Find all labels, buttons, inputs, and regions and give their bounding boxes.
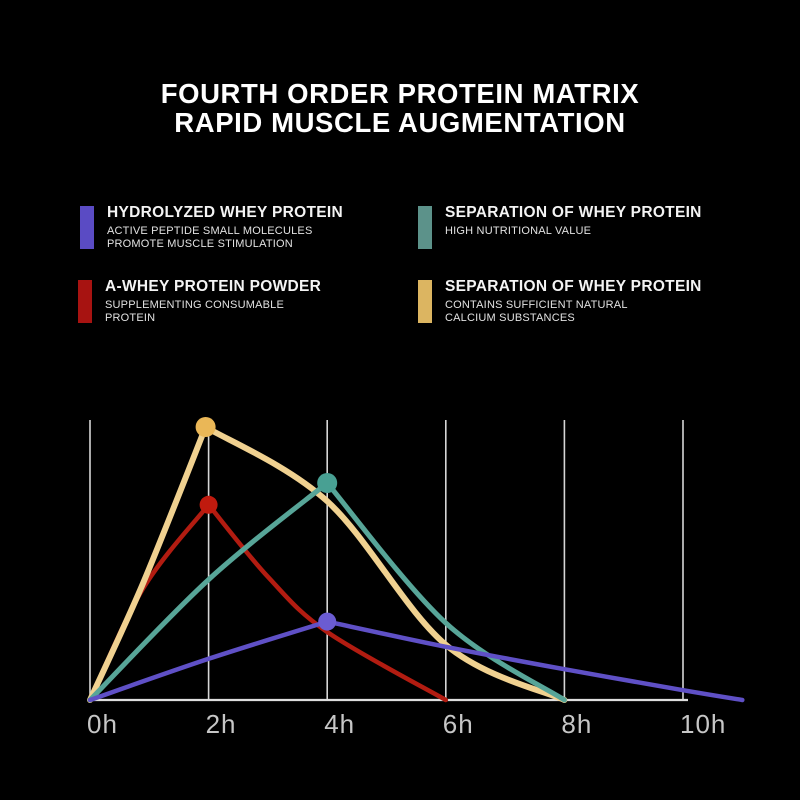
page-title: FOURTH ORDER PROTEIN MATRIX RAPID MUSCLE… — [0, 78, 800, 138]
legend-color-chip-teal — [418, 206, 432, 249]
series-line-hydrolyzed-whey-protein — [87, 619, 745, 703]
legend-item-whey-isolate-calcium: SEPARATION OF WHEY PROTEIN CONTAINS SUFF… — [418, 278, 702, 325]
axis-label-6h: 6h — [443, 709, 474, 739]
legend-item-description: ACTIVE PEPTIDE SMALL MOLECULES PROMOTE M… — [107, 225, 313, 250]
legend-item-whey-isolate-nutrition: SEPARATION OF WHEY PROTEIN HIGH NUTRITIO… — [418, 204, 702, 249]
legend-item-description: SUPPLEMENTING CONSUMABLE PROTEIN — [105, 299, 285, 324]
legend-item-title: HYDROLYZED WHEY PROTEIN — [107, 204, 343, 221]
series-dot-a-whey-protein-powder — [199, 495, 218, 514]
chart-x-tick-labels: 0h 2h 4h 6h 8h 10h — [87, 709, 726, 739]
chart-series-lines — [87, 424, 745, 703]
series-line-a-whey-protein-powder — [87, 502, 449, 703]
chart-gridlines — [89, 420, 684, 700]
legend-item-hydrolyzed-whey-protein: HYDROLYZED WHEY PROTEIN ACTIVE PEPTIDE S… — [80, 204, 343, 251]
legend-item-description: HIGH NUTRITIONAL VALUE — [445, 225, 592, 237]
legend-item-title: SEPARATION OF WHEY PROTEIN — [445, 204, 702, 221]
legend-item-a-whey-protein-powder: A-WHEY PROTEIN POWDER SUPPLEMENTING CONS… — [78, 278, 322, 325]
axis-label-8h: 8h — [561, 709, 592, 739]
legend-color-chip-gold — [418, 280, 432, 323]
series-dot-whey-protein-isolate-nutrition — [317, 473, 338, 493]
legend-item-description: CONTAINS SUFFICIENT NATURAL CALCIUM SUBS… — [445, 299, 628, 324]
axis-label-0h: 0h — [87, 709, 118, 739]
legend-item-title: A-WHEY PROTEIN POWDER — [105, 278, 322, 295]
chart-peak-dots — [195, 417, 338, 631]
legend-color-chip-purple — [80, 206, 94, 249]
legend-color-chip-red — [78, 280, 92, 323]
legend-item-title: SEPARATION OF WHEY PROTEIN — [445, 278, 702, 295]
page-title-line2: RAPID MUSCLE AUGMENTATION — [174, 106, 626, 138]
axis-label-2h: 2h — [206, 709, 237, 739]
series-dot-hydrolyzed-whey-protein — [318, 612, 337, 631]
axis-label-4h: 4h — [324, 709, 355, 739]
axis-label-10h: 10h — [680, 709, 726, 739]
series-line-whey-protein-isolate-calcium — [87, 424, 568, 703]
series-dot-whey-protein-isolate-calcium — [195, 417, 216, 437]
series-line-whey-protein-isolate-nutrition — [87, 480, 567, 703]
page-title-line1: FOURTH ORDER PROTEIN MATRIX — [160, 78, 640, 109]
